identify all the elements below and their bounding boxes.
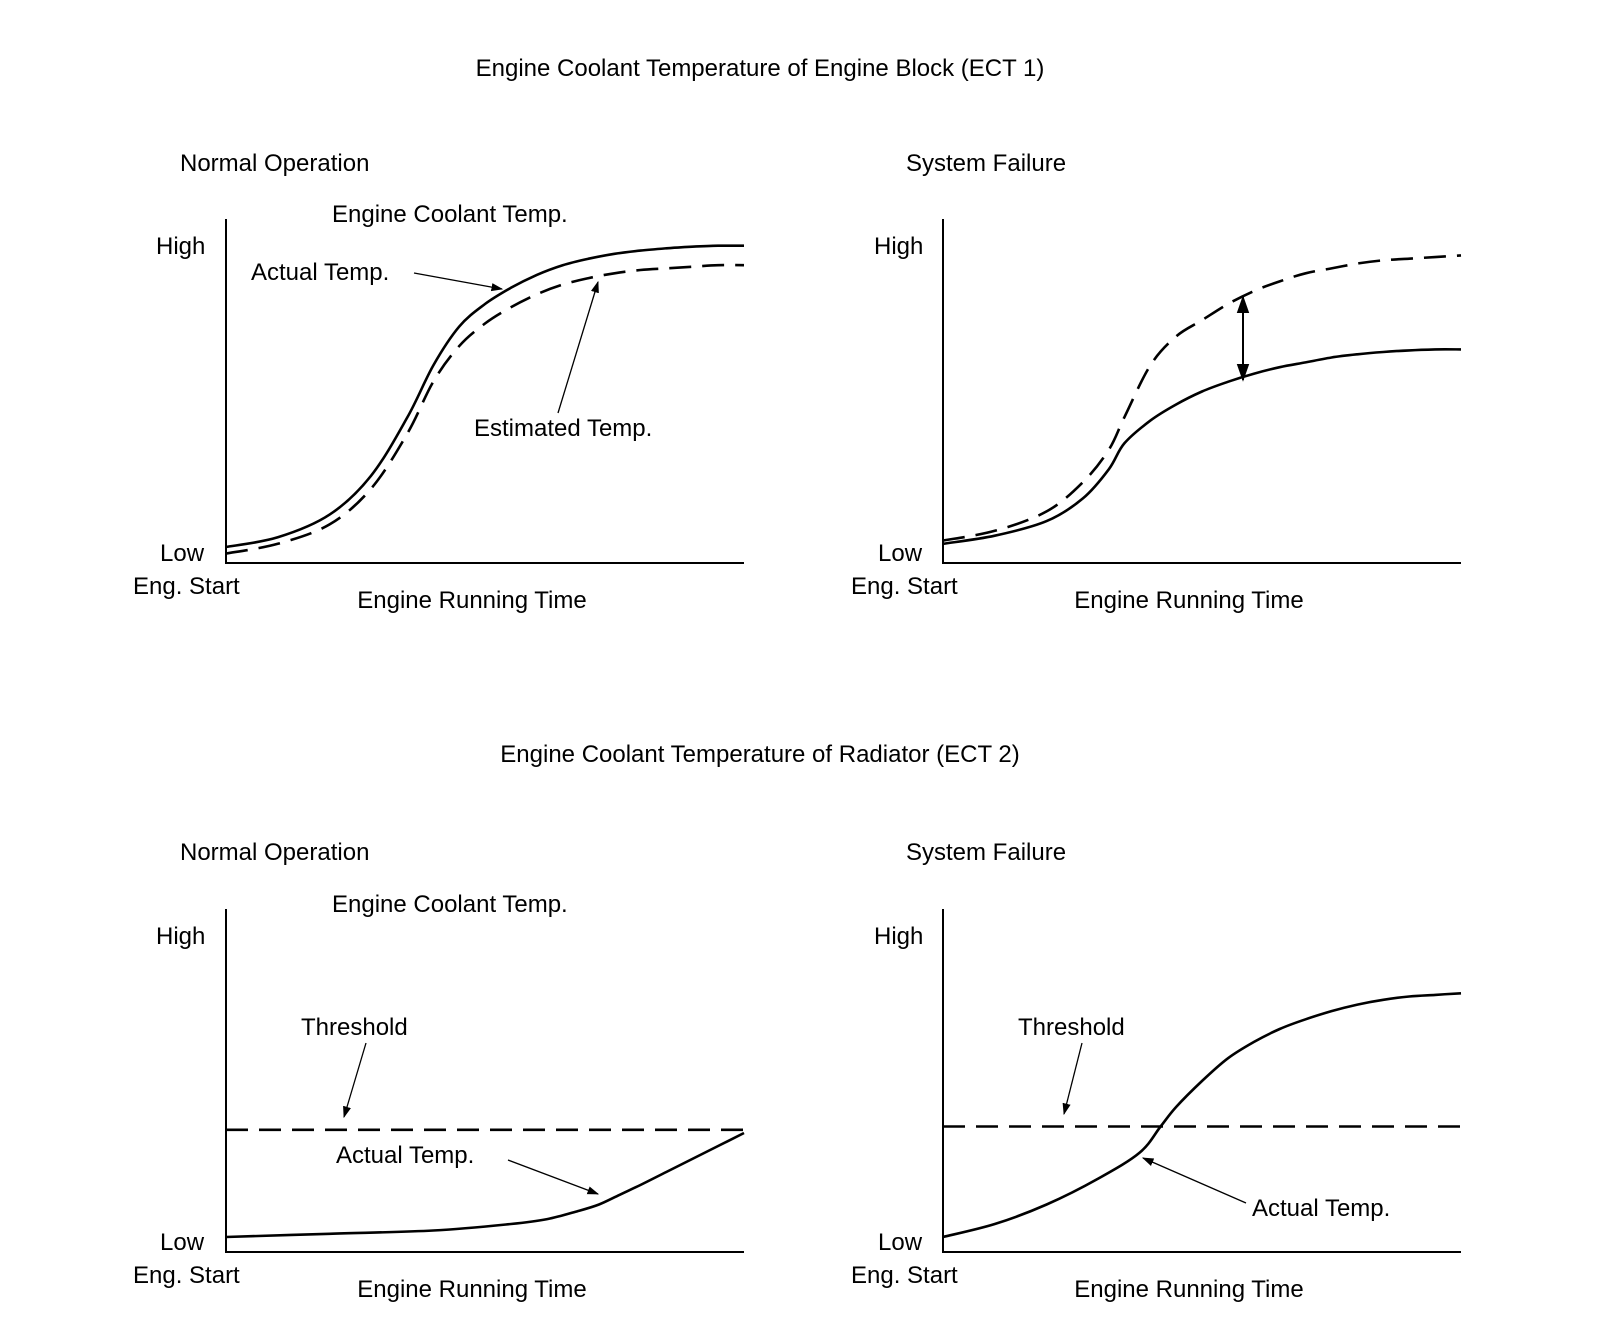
x-axis-label: Engine Running Time	[357, 1276, 586, 1303]
y-high-label: High	[874, 923, 923, 950]
annotation-threshold: Threshold	[301, 1014, 408, 1041]
chart-title: Engine Coolant Temp.	[332, 891, 568, 918]
panel-title: Normal Operation	[180, 839, 369, 866]
axis-lines	[942, 219, 1461, 564]
x-axis-label: Engine Running Time	[1074, 587, 1303, 614]
x-origin-label: Eng. Start	[133, 573, 240, 600]
y-high-label: High	[156, 233, 205, 260]
axis-lines	[225, 219, 744, 564]
panel-title: Normal Operation	[180, 150, 369, 177]
section-title-ect2: Engine Coolant Temperature of Radiator (…	[500, 741, 1019, 768]
leader-actual-temp	[413, 272, 504, 292]
annotation-actual-temp: Actual Temp.	[251, 259, 389, 286]
y-low-label: Low	[160, 540, 205, 567]
annotation-actual-temp: Actual Temp.	[1252, 1195, 1390, 1222]
series-line-actual-temp	[942, 992, 1462, 1239]
series-line-actual-temp	[225, 1131, 745, 1239]
leader-threshold	[1062, 1042, 1083, 1116]
x-axis-label: Engine Running Time	[1074, 1276, 1303, 1303]
x-origin-label: Eng. Start	[133, 1262, 240, 1289]
panel-ect1-failure: System Failure High Low Eng. Start Engin…	[851, 150, 1462, 614]
axis-lines	[225, 909, 744, 1253]
x-origin-label: Eng. Start	[851, 1262, 958, 1289]
series-line-solid-curve	[942, 348, 1462, 546]
y-low-label: Low	[878, 540, 923, 567]
panel-ect2-failure: System Failure High Low Eng. Start Engin…	[851, 839, 1462, 1303]
chart-title: Engine Coolant Temp.	[332, 201, 568, 228]
leader-actual-temp	[1141, 1157, 1247, 1204]
y-low-label: Low	[878, 1229, 923, 1256]
y-high-label: High	[874, 233, 923, 260]
series-line-estimated-temp	[225, 263, 745, 555]
x-origin-label: Eng. Start	[851, 573, 958, 600]
annotation-estimated-temp: Estimated Temp.	[474, 415, 652, 442]
leader-estimated-temp	[557, 280, 599, 414]
series-line-dashed-curve	[942, 254, 1462, 542]
axis-lines	[942, 909, 1461, 1253]
panel-ect1-normal: Normal Operation Engine Coolant Temp. Hi…	[133, 150, 745, 614]
series-line-actual-temp	[225, 244, 745, 549]
annotation-actual-temp: Actual Temp.	[336, 1142, 474, 1169]
annotation-threshold: Threshold	[1018, 1014, 1125, 1041]
x-axis-label: Engine Running Time	[357, 587, 586, 614]
panel-title: System Failure	[906, 150, 1066, 177]
panel-title: System Failure	[906, 839, 1066, 866]
y-low-label: Low	[160, 1229, 205, 1256]
leader-threshold	[343, 1042, 367, 1119]
section-title-ect1: Engine Coolant Temperature of Engine Blo…	[476, 55, 1045, 82]
y-high-label: High	[156, 923, 205, 950]
leader-actual-temp	[507, 1159, 600, 1195]
panel-ect2-normal: Normal Operation Engine Coolant Temp. Hi…	[133, 839, 745, 1303]
